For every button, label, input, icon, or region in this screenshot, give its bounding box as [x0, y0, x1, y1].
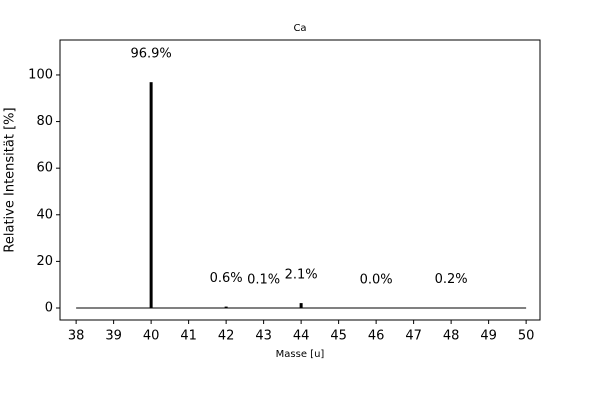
x-tick-label: 39: [105, 329, 122, 344]
x-axis-label: Masse [u]: [276, 349, 325, 360]
x-tick-label: 48: [443, 329, 460, 344]
bar: [224, 306, 228, 308]
bar: [449, 307, 453, 309]
bar: [262, 307, 266, 309]
x-tick-label: 41: [180, 329, 197, 344]
x-tick-label: 43: [255, 329, 272, 344]
x-tick-label: 45: [330, 329, 347, 344]
x-tick-label: 44: [293, 329, 310, 344]
data-label: 0.0%: [360, 272, 393, 287]
data-label: 0.6%: [210, 271, 243, 286]
data-label: 96.9%: [130, 47, 171, 62]
data-label: 2.1%: [285, 268, 318, 283]
chart-title: Ca: [293, 23, 306, 34]
data-label: 0.1%: [247, 272, 280, 287]
y-tick-label: 0: [45, 300, 53, 315]
plot-frame: [59, 39, 541, 321]
y-tick-label: 40: [36, 207, 53, 222]
x-tick-label: 40: [143, 329, 160, 344]
bar: [299, 303, 303, 308]
x-tick-label: 46: [368, 329, 385, 344]
y-tick-label: 20: [36, 254, 53, 269]
x-tick-label: 38: [68, 329, 85, 344]
x-tick-label: 49: [480, 329, 497, 344]
x-tick-label: 47: [405, 329, 422, 344]
x-tick-label: 50: [518, 329, 535, 344]
bar: [374, 307, 378, 309]
y-tick-label: 60: [36, 161, 53, 176]
y-tick-label: 100: [28, 67, 53, 82]
data-label: 0.2%: [435, 272, 468, 287]
y-axis-label: Relative Intensität [%]: [3, 107, 18, 252]
bar: [149, 82, 153, 308]
x-tick-label: 42: [218, 329, 235, 344]
y-tick-label: 80: [36, 114, 53, 129]
